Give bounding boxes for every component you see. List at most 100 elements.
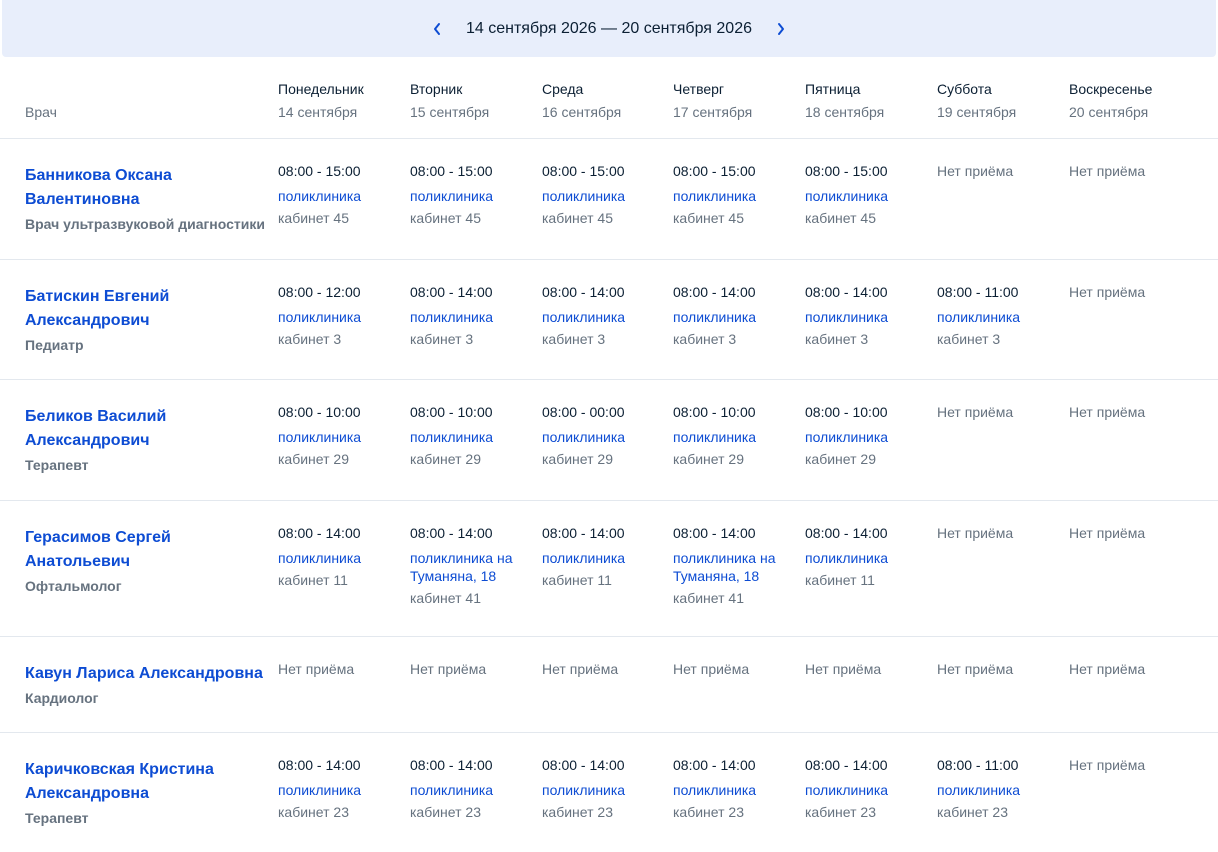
room-number: кабинет 11 — [805, 572, 875, 588]
appointment-time[interactable]: 08:00 - 14:00 — [410, 525, 493, 541]
day-date: 20 сентября — [1069, 104, 1149, 120]
clinic-name-line: поликлиника — [673, 309, 757, 325]
schedule-cell: 08:00 - 15:00 поликлиника кабинет 45 — [542, 163, 666, 226]
appointment-time[interactable]: 08:00 - 11:00 — [937, 284, 1019, 300]
clinic-link[interactable]: поликлиника — [805, 549, 929, 567]
clinic-link[interactable]: поликлиника — [278, 428, 402, 446]
clinic-link[interactable]: поликлиника — [410, 428, 534, 446]
clinic-name-line: поликлиника — [410, 429, 494, 445]
next-week-button[interactable] — [769, 17, 793, 41]
appointment-time[interactable]: 08:00 - 10:00 — [673, 404, 756, 420]
appointment-time[interactable]: 08:00 - 14:00 — [673, 284, 756, 300]
room-number: кабинет 3 — [673, 331, 737, 347]
clinic-link[interactable]: поликлиника — [673, 187, 797, 205]
appointment-time[interactable]: 08:00 - 15:00 — [805, 163, 888, 179]
day-date: 17 сентября — [673, 104, 753, 120]
day-column-header: Вторник 15 сентября — [410, 81, 489, 120]
doctor-specialty: Кардиолог — [25, 690, 99, 706]
table-row: Беликов Василий Александрович Терапевт 08:0… — [0, 380, 1218, 501]
day-column-header: Пятница 18 сентября — [805, 81, 884, 120]
clinic-link[interactable]: поликлиника — [673, 428, 797, 446]
appointment-time[interactable]: 08:00 - 10:00 — [278, 404, 361, 420]
room-number: кабинет 11 — [542, 572, 612, 588]
clinic-link[interactable]: поликлиника — [410, 308, 534, 326]
day-date: 19 сентября — [937, 104, 1017, 120]
clinic-name-line: поликлиника — [805, 550, 889, 566]
doctor-name-link[interactable]: Каричковская Кристина Александровна — [25, 758, 265, 806]
clinic-link[interactable]: поликлиника — [542, 187, 666, 205]
appointment-time[interactable]: 08:00 - 14:00 — [542, 757, 625, 773]
day-column-header: Среда 16 сентября — [542, 81, 621, 120]
appointment-time[interactable]: 08:00 - 15:00 — [542, 163, 625, 179]
clinic-link[interactable]: поликлиника — [278, 187, 402, 205]
appointment-time[interactable]: 08:00 - 14:00 — [410, 757, 493, 773]
room-number: кабинет 29 — [278, 451, 349, 467]
clinic-link[interactable]: поликлиника — [278, 549, 402, 567]
appointment-time[interactable]: 08:00 - 15:00 — [673, 163, 756, 179]
clinic-name-line: поликлиника — [805, 309, 889, 325]
room-number: кабинет 23 — [937, 804, 1008, 820]
no-appointment-label: Нет приёма — [1069, 525, 1146, 541]
clinic-link[interactable]: поликлиника на Туманяна, 18 — [410, 549, 534, 585]
appointment-time[interactable]: 08:00 - 10:00 — [410, 404, 493, 420]
clinic-link[interactable]: поликлиника — [673, 308, 797, 326]
appointment-time[interactable]: 08:00 - 14:00 — [542, 284, 625, 300]
clinic-link[interactable]: поликлиника — [278, 308, 402, 326]
clinic-link[interactable]: поликлиника — [937, 781, 1061, 799]
appointment-time[interactable]: 08:00 - 14:00 — [542, 525, 625, 541]
prev-week-button[interactable] — [425, 17, 449, 41]
clinic-link[interactable]: поликлиника — [805, 781, 929, 799]
schedule-cell: 08:00 - 14:00 поликлиника кабинет 23 — [673, 757, 797, 820]
appointment-time[interactable]: 08:00 - 14:00 — [673, 525, 756, 541]
day-name: Пятница — [805, 81, 861, 97]
appointment-time[interactable]: 08:00 - 14:00 — [805, 525, 888, 541]
appointment-time[interactable]: 08:00 - 14:00 — [805, 284, 888, 300]
appointment-time[interactable]: 08:00 - 14:00 — [278, 525, 361, 541]
doctor-name-link[interactable]: Беликов Василий Александрович — [25, 405, 265, 453]
doctor-specialty: Педиатр — [25, 337, 84, 353]
doctor-specialty: Терапевт — [25, 457, 89, 473]
appointment-time[interactable]: 08:00 - 15:00 — [278, 163, 361, 179]
doctor-name-link[interactable]: Кавун Лариса Александровна — [25, 662, 265, 686]
clinic-link[interactable]: поликлиника — [805, 308, 929, 326]
clinic-link[interactable]: поликлиника — [673, 781, 797, 799]
doctor-name-line: Каричковская Кристина — [25, 761, 214, 778]
clinic-link[interactable]: поликлиника — [410, 781, 534, 799]
doctor-name-link[interactable]: Банникова Оксана Валентиновна — [25, 164, 265, 212]
doctor-info: Каричковская Кристина Александровна Терапе… — [25, 758, 265, 826]
appointment-time[interactable]: 08:00 - 14:00 — [673, 757, 756, 773]
schedule-cell: Нет приёма — [1069, 404, 1193, 420]
doctor-name-link[interactable]: Герасимов Сергей Анатольевич — [25, 526, 265, 574]
appointment-time[interactable]: 08:00 - 14:00 — [278, 757, 361, 773]
appointment-time[interactable]: 08:00 - 14:00 — [410, 284, 493, 300]
clinic-link[interactable]: поликлиника — [542, 308, 666, 326]
schedule-cell: Нет приёма — [410, 661, 534, 677]
clinic-link[interactable]: поликлиника — [542, 428, 666, 446]
appointment-time[interactable]: 08:00 - 10:00 — [805, 404, 888, 420]
clinic-link[interactable]: поликлиника — [278, 781, 402, 799]
clinic-name-line: поликлиника — [805, 782, 889, 798]
clinic-link[interactable]: поликлиника — [410, 187, 534, 205]
clinic-link[interactable]: поликлиника — [542, 781, 666, 799]
clinic-link[interactable]: поликлиника — [542, 549, 666, 567]
clinic-link[interactable]: поликлиника на Туманяна, 18 — [673, 549, 797, 585]
table-row: Банникова Оксана Валентиновна Врач ультраз… — [0, 139, 1218, 260]
clinic-link[interactable]: поликлиника — [805, 187, 929, 205]
doctor-specialty: Терапевт — [25, 810, 89, 826]
clinic-name-line: Туманяна, 18 — [410, 568, 497, 584]
chevron-right-icon — [778, 22, 784, 35]
appointment-time[interactable]: 08:00 - 00:00 — [542, 404, 625, 420]
room-number: кабинет 3 — [542, 331, 606, 347]
appointment-time[interactable]: 08:00 - 11:00 — [937, 757, 1019, 773]
schedule-cell: 08:00 - 15:00 поликлиника кабинет 45 — [410, 163, 534, 226]
appointment-time[interactable]: 08:00 - 14:00 — [805, 757, 888, 773]
doctor-name-link[interactable]: Батискин Евгений Александрович — [25, 285, 265, 333]
clinic-link[interactable]: поликлиника — [937, 308, 1061, 326]
schedule-cell: 08:00 - 14:00 поликлиника кабинет 23 — [542, 757, 666, 820]
appointment-time[interactable]: 08:00 - 12:00 — [278, 284, 361, 300]
appointment-time[interactable]: 08:00 - 15:00 — [410, 163, 493, 179]
clinic-name-line: поликлиника на — [410, 550, 513, 566]
clinic-link[interactable]: поликлиника — [805, 428, 929, 446]
room-number: кабинет 3 — [805, 331, 869, 347]
schedule-cell: 08:00 - 11:00 поликлиника кабинет 23 — [937, 757, 1061, 820]
